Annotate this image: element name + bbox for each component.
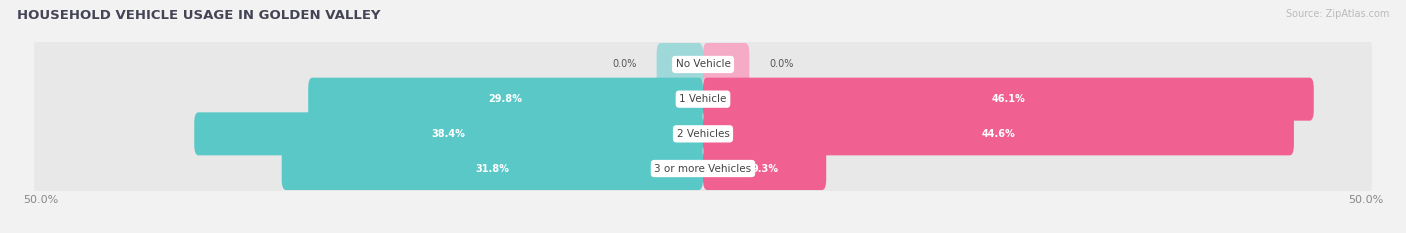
- FancyBboxPatch shape: [657, 43, 703, 86]
- FancyBboxPatch shape: [703, 112, 1294, 155]
- Text: 29.8%: 29.8%: [489, 94, 523, 104]
- Text: 46.1%: 46.1%: [991, 94, 1025, 104]
- FancyBboxPatch shape: [703, 43, 749, 86]
- FancyBboxPatch shape: [703, 147, 827, 190]
- FancyBboxPatch shape: [281, 147, 703, 190]
- Text: HOUSEHOLD VEHICLE USAGE IN GOLDEN VALLEY: HOUSEHOLD VEHICLE USAGE IN GOLDEN VALLEY: [17, 9, 381, 22]
- Text: No Vehicle: No Vehicle: [675, 59, 731, 69]
- Text: Source: ZipAtlas.com: Source: ZipAtlas.com: [1285, 9, 1389, 19]
- Text: 38.4%: 38.4%: [432, 129, 465, 139]
- Text: 3 or more Vehicles: 3 or more Vehicles: [654, 164, 752, 174]
- FancyBboxPatch shape: [34, 140, 1372, 197]
- FancyBboxPatch shape: [308, 78, 703, 121]
- Text: 2 Vehicles: 2 Vehicles: [676, 129, 730, 139]
- FancyBboxPatch shape: [194, 112, 703, 155]
- FancyBboxPatch shape: [703, 78, 1313, 121]
- FancyBboxPatch shape: [34, 36, 1372, 93]
- FancyBboxPatch shape: [34, 71, 1372, 128]
- Text: 9.3%: 9.3%: [751, 164, 778, 174]
- Text: 44.6%: 44.6%: [981, 129, 1015, 139]
- Text: 0.0%: 0.0%: [769, 59, 793, 69]
- Text: 31.8%: 31.8%: [475, 164, 509, 174]
- Text: 1 Vehicle: 1 Vehicle: [679, 94, 727, 104]
- FancyBboxPatch shape: [34, 105, 1372, 162]
- Text: 0.0%: 0.0%: [613, 59, 637, 69]
